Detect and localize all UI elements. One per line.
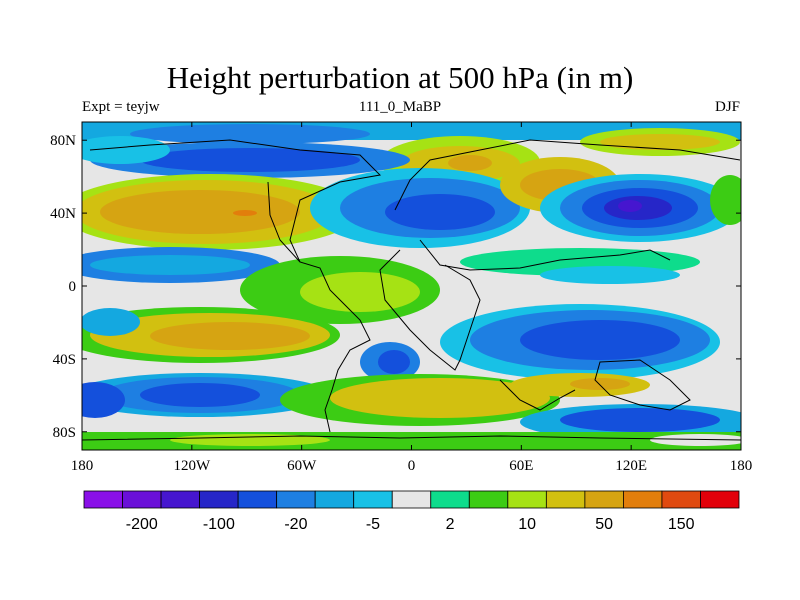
x-tick-label: 180 — [71, 458, 94, 474]
experiment-label: Expt = teyjw — [82, 99, 160, 115]
x-tick-label: 60W — [287, 458, 317, 474]
colorbar-swatch — [122, 490, 162, 509]
chart-title: Height perturbation at 500 hPa (in m) — [166, 60, 634, 95]
y-tick-label: 80S — [53, 425, 76, 441]
colorbar-swatch — [623, 490, 663, 509]
x-tick-label: 120W — [173, 458, 211, 474]
x-tick-label: 60E — [509, 458, 533, 474]
colorbar-swatch — [160, 490, 200, 509]
colorbar-swatch — [507, 490, 547, 509]
y-tick-label: 80N — [50, 133, 76, 149]
colorbar-label: -20 — [284, 516, 307, 533]
season-label: DJF — [714, 99, 740, 115]
run-label: 111_0_MaBP — [358, 99, 442, 115]
colorbar-swatch — [430, 490, 470, 509]
y-tick-label: 0 — [69, 279, 77, 295]
y-tick-label: 40N — [50, 206, 76, 222]
x-tick-label: 180 — [730, 458, 753, 474]
colorbar-label: -200 — [126, 516, 158, 533]
colorbar-swatch — [199, 490, 239, 509]
colorbar-swatch — [237, 490, 278, 509]
coastlines — [82, 139, 741, 441]
colorbar-label: 50 — [595, 516, 613, 533]
colorbar-swatch — [700, 490, 740, 509]
colorbar-swatch — [83, 490, 123, 509]
y-tick-label: 40S — [53, 352, 76, 368]
x-tick-label: 0 — [408, 458, 416, 474]
colorbar-label: 150 — [668, 516, 695, 533]
colorbar-swatch — [314, 490, 355, 509]
colorbar-swatch — [468, 490, 509, 509]
colorbar-label: 10 — [518, 516, 536, 533]
x-tick-label: 120E — [615, 458, 647, 474]
colorbar-swatch — [391, 490, 432, 509]
colorbar-label: -100 — [203, 516, 235, 533]
colorbar-swatch — [661, 490, 701, 509]
colorbar-swatch — [276, 490, 316, 509]
colorbar-label: -5 — [366, 516, 380, 533]
height-field — [82, 122, 741, 450]
colorbar-swatch — [545, 490, 586, 509]
colorbar-swatch — [353, 490, 393, 509]
colorbar-swatch — [584, 490, 624, 509]
colorbar-label: 2 — [446, 516, 455, 533]
